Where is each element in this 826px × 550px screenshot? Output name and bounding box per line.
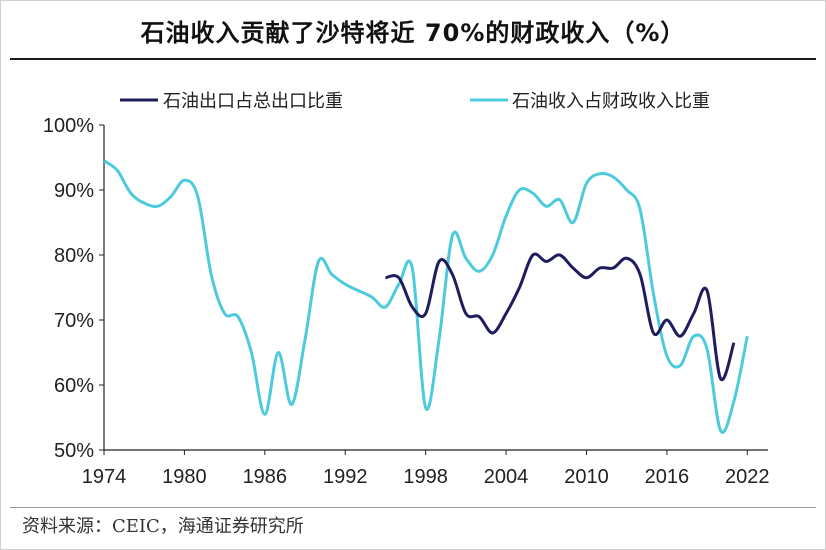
x-tick-label: 1986 (243, 466, 288, 488)
legend-label-oil-revenue-share: 石油收入占财政收入比重 (512, 91, 710, 112)
x-tick-label: 2010 (564, 466, 609, 488)
source-divider (10, 507, 816, 508)
y-axis-ticks: 50% 60% 70% 80% 90% 100% (43, 115, 104, 462)
source-note: 资料来源：CEIC，海通证券研究所 (22, 516, 304, 537)
series-line-oil-revenue-share (103, 159, 749, 434)
title-divider (10, 58, 816, 60)
y-tick-label: 90% (54, 180, 94, 202)
x-tick-label: 2004 (484, 466, 529, 488)
series-lines (103, 159, 749, 434)
x-tick-label: 1992 (323, 466, 368, 488)
x-tick-label: 1980 (162, 466, 207, 488)
x-tick-label: 2016 (645, 466, 690, 488)
legend-label-oil-export-share: 石油出口占总出口比重 (163, 91, 343, 112)
y-tick-label: 100% (43, 115, 94, 137)
x-axis-ticks: 1974 1980 1986 1992 1998 2004 2010 2016 2022 (82, 450, 770, 488)
chart-title: 石油收入贡献了沙特将近 70%的财政收入（%） (140, 18, 686, 47)
x-tick-label: 2022 (725, 466, 770, 488)
series-line-oil-export-share (385, 252, 736, 382)
x-tick-label: 1998 (403, 466, 448, 488)
legend: 石油出口占总出口比重 石油收入占财政收入比重 (120, 91, 710, 112)
y-tick-label: 60% (54, 375, 94, 397)
chart-axes (103, 125, 768, 451)
y-tick-label: 70% (54, 310, 94, 332)
x-tick-label: 1974 (82, 466, 127, 488)
y-tick-label: 80% (54, 245, 94, 267)
y-tick-label: 50% (54, 440, 94, 462)
